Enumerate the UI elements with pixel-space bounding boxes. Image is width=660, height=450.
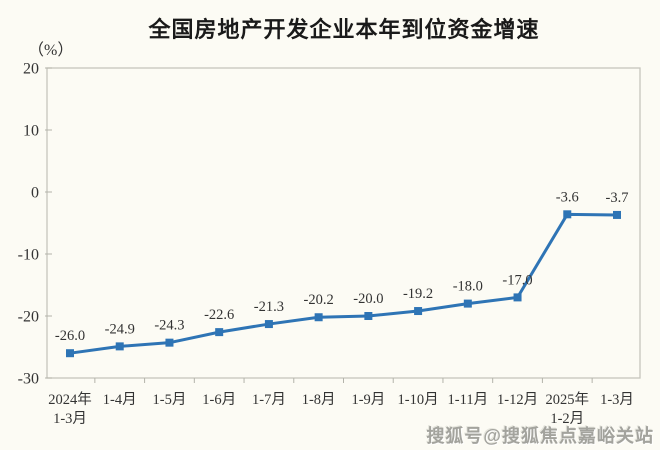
data-point-marker (563, 210, 572, 219)
data-point-marker (115, 342, 124, 351)
y-tick-label: -20 (18, 309, 39, 326)
data-point-label: -3.7 (606, 190, 629, 206)
y-tick-label: 0 (31, 185, 39, 202)
plot-border (46, 67, 641, 379)
data-point-label: -17.0 (502, 272, 532, 288)
data-point-marker (165, 338, 174, 347)
x-tick-label: 1-6月 (202, 392, 236, 408)
data-point-marker (66, 349, 74, 358)
data-point-label: -20.2 (304, 292, 334, 308)
data-point-label: -3.6 (556, 189, 579, 205)
y-tick-label: 10 (23, 123, 39, 140)
x-tick-label: 1-11月 (448, 392, 489, 408)
data-point-label: -21.3 (254, 299, 284, 315)
x-tick-label: 1-7月 (252, 392, 286, 408)
y-axis-unit-label: （%） (28, 42, 74, 59)
watermark: 搜狐号@搜狐焦点嘉峪关站 (426, 426, 654, 446)
data-point-marker (513, 293, 522, 302)
data-point-label: -20.0 (353, 291, 383, 307)
x-tick-label: 1-8月 (302, 392, 336, 408)
data-point-marker (463, 299, 472, 308)
data-point-marker (264, 320, 273, 329)
x-tick-label: 1-3月 (600, 392, 634, 408)
x-tick-label: 2024年 1-3月 (48, 391, 92, 427)
data-point-label: -24.9 (105, 321, 135, 337)
trend-line (68, 212, 619, 355)
x-tick-label: 1-9月 (351, 392, 385, 408)
x-tick-label: 2025年 1-2月 (546, 391, 590, 427)
x-tick-label: 1-4月 (103, 392, 137, 408)
data-point-marker (613, 210, 621, 219)
data-point-marker (215, 328, 224, 337)
data-point-label: -22.6 (204, 307, 234, 323)
y-tick-label: -30 (18, 371, 39, 388)
x-tick-label: 1-10月 (398, 392, 439, 408)
data-point-label: -18.0 (453, 279, 483, 295)
data-point-label: -24.3 (154, 318, 184, 334)
data-point-marker (414, 307, 423, 316)
data-point-marker (364, 312, 373, 320)
x-tick-label: 1-5月 (153, 392, 187, 408)
chart-title: 全国房地产开发企业本年到位资金增速 (148, 17, 540, 42)
x-tick-label: 1-12月 (497, 392, 538, 408)
data-point-label: -19.2 (403, 286, 433, 302)
y-tick-label: -10 (18, 247, 39, 264)
data-point-label: -26.0 (55, 328, 85, 344)
data-point-marker (314, 313, 323, 322)
y-tick-label: 20 (23, 61, 39, 78)
